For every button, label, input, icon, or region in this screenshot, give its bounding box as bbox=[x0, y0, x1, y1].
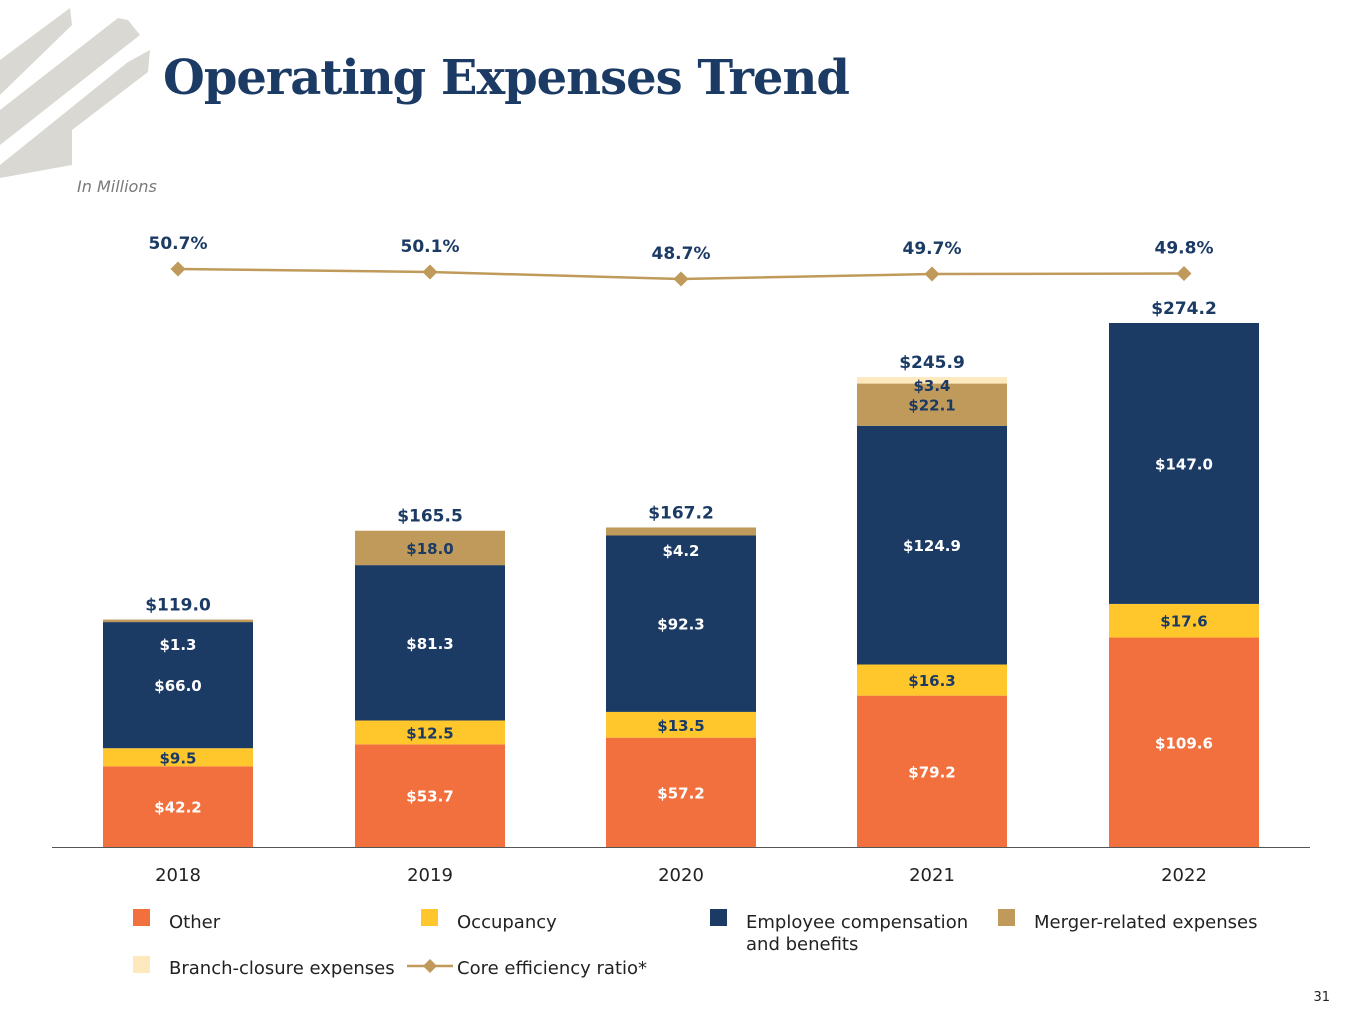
bar-branch-2021 bbox=[857, 377, 1007, 384]
bar-other-2019 bbox=[355, 744, 505, 847]
data-label-merger-2021: $22.1 bbox=[908, 397, 955, 415]
total-label-2019: $165.5 bbox=[397, 507, 463, 527]
bar-other-2021 bbox=[857, 695, 1007, 847]
efficiency-ratio-label-2021: 49.7% bbox=[903, 239, 962, 259]
efficiency-ratio-point-2019 bbox=[422, 264, 438, 280]
total-label-2021: $245.9 bbox=[899, 353, 965, 373]
legend-swatch-ratio bbox=[407, 959, 453, 973]
legend-label-merger: Merger-related expenses bbox=[1034, 912, 1258, 933]
company-logo bbox=[0, 8, 150, 178]
data-label-other-2022: $109.6 bbox=[1155, 734, 1213, 752]
bar-employee-2019 bbox=[355, 565, 505, 721]
efficiency-ratio-point-2018 bbox=[170, 261, 186, 277]
efficiency-ratio-label-2018: 50.7% bbox=[149, 234, 208, 254]
efficiency-ratio-label-2020: 48.7% bbox=[652, 244, 711, 264]
data-label-occupancy-2020: $13.5 bbox=[657, 717, 704, 735]
data-label-other-2020: $57.2 bbox=[657, 784, 704, 802]
efficiency-ratio-point-2022 bbox=[1176, 266, 1192, 281]
efficiency-ratio-point-2021 bbox=[924, 266, 940, 282]
data-label-branch-2021: $3.4 bbox=[913, 377, 950, 395]
bar-merger-2020 bbox=[606, 527, 756, 536]
x-tick-label-2022: 2022 bbox=[1161, 865, 1207, 886]
data-label-other-2019: $53.7 bbox=[406, 788, 453, 806]
data-label-employee-2020: $92.3 bbox=[657, 616, 704, 634]
bar-other-2018 bbox=[103, 766, 253, 847]
data-label-merger-2019: $18.0 bbox=[406, 540, 453, 558]
bar-other-2020 bbox=[606, 737, 756, 847]
bar-employee-2021 bbox=[857, 425, 1007, 665]
data-label-other-2021: $79.2 bbox=[908, 763, 955, 781]
page-title: Operating Expenses Trend bbox=[163, 50, 850, 106]
x-tick-label-2018: 2018 bbox=[155, 865, 201, 886]
bar-other-2022 bbox=[1109, 637, 1259, 847]
bar-merger-2021 bbox=[857, 383, 1007, 426]
data-label-employee-2019: $81.3 bbox=[406, 635, 453, 653]
legend-label-ratio: Core efficiency ratio* bbox=[457, 958, 648, 979]
bar-employee-2018 bbox=[103, 622, 253, 749]
legend-label-occupancy: Occupancy bbox=[457, 912, 557, 933]
data-label-occupancy-2019: $12.5 bbox=[406, 724, 453, 742]
data-label-occupancy-2022: $17.6 bbox=[1160, 613, 1207, 631]
page-number: 31 bbox=[1313, 990, 1330, 1005]
data-label-occupancy-2018: $9.5 bbox=[159, 749, 196, 767]
bar-employee-2020 bbox=[606, 535, 756, 712]
data-label-merger-2020: $4.2 bbox=[662, 542, 699, 560]
bar-employee-2022 bbox=[1109, 323, 1259, 604]
x-tick-label-2020: 2020 bbox=[658, 865, 704, 886]
total-label-2018: $119.0 bbox=[145, 596, 211, 616]
data-label-occupancy-2021: $16.3 bbox=[908, 672, 955, 690]
data-label-employee-2018: $66.0 bbox=[154, 677, 201, 695]
bar-occupancy-2022 bbox=[1109, 603, 1259, 638]
data-label-other-2018: $42.2 bbox=[154, 799, 201, 817]
units-subtitle: In Millions bbox=[77, 177, 157, 196]
bar-merger-2019 bbox=[355, 530, 505, 566]
bar-occupancy-2021 bbox=[857, 664, 1007, 696]
x-tick-label-2019: 2019 bbox=[407, 865, 453, 886]
data-label-merger-2018: $1.3 bbox=[159, 636, 196, 654]
legend-label-employee: Employee compensation and benefits bbox=[746, 912, 969, 955]
data-label-employee-2022: $147.0 bbox=[1155, 455, 1213, 473]
legend-swatch-other bbox=[133, 909, 150, 926]
legend-label-branch: Branch-closure expenses bbox=[169, 958, 395, 979]
efficiency-ratio-label-2022: 49.8% bbox=[1155, 239, 1214, 259]
x-tick-label-2021: 2021 bbox=[909, 865, 955, 886]
efficiency-ratio-label-2019: 50.1% bbox=[401, 237, 460, 257]
efficiency-ratio-point-2020 bbox=[673, 271, 689, 287]
bar-occupancy-2020 bbox=[606, 711, 756, 738]
legend-swatch-branch bbox=[133, 956, 150, 973]
total-label-2020: $167.2 bbox=[648, 503, 714, 523]
total-label-2022: $274.2 bbox=[1151, 299, 1217, 319]
legend-label-other: Other bbox=[169, 912, 221, 933]
data-label-employee-2021: $124.9 bbox=[903, 537, 961, 555]
legend-swatch-employee bbox=[710, 909, 727, 926]
legend-swatch-occupancy bbox=[421, 909, 438, 926]
legend-swatch-merger bbox=[998, 909, 1015, 926]
bar-occupancy-2019 bbox=[355, 720, 505, 745]
bar-occupancy-2018 bbox=[103, 748, 253, 767]
bar-merger-2018 bbox=[103, 619, 253, 623]
